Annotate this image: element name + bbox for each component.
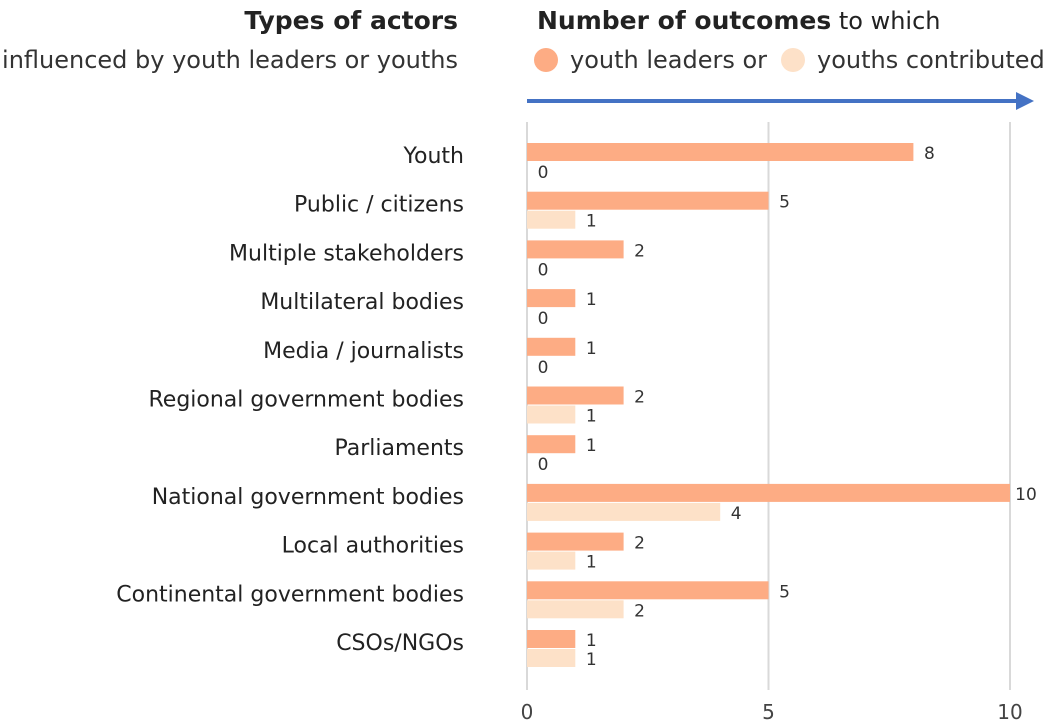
data-label-csos-ngos-series-1: 1 [586,631,597,651]
category-label-parliaments: Parliaments [334,436,464,461]
bar-csos-ngos-series-2 [527,649,576,667]
bar-public-citizens-series-2 [527,210,576,229]
bar-continental-government-bodies-series-1 [527,581,769,600]
data-label-multiple-stakeholders-series-2: 0 [538,260,549,280]
category-label-multilateral-bodies: Multilateral bodies [260,290,464,315]
data-label-multilateral-bodies-series-1: 1 [586,290,597,310]
data-label-regional-government-bodies-series-2: 1 [586,407,597,427]
bar-national-government-bodies-series-2 [527,502,721,521]
legend-label-youth-leaders: youth leaders or [570,46,768,74]
category-label-media-journalists: Media / journalists [263,339,464,364]
data-label-parliaments-series-2: 0 [538,455,549,475]
left-header-title: Types of actors [244,6,458,35]
right-header-title-bold: Number of outcomes [537,6,832,35]
data-label-national-government-bodies-series-1: 10 [1015,485,1037,505]
bar-continental-government-bodies-series-2 [527,600,624,619]
bar-media-journalists-series-1 [527,337,576,356]
category-label-public-citizens: Public / citizens [294,193,464,218]
bar-csos-ngos-series-1 [527,630,576,648]
direction-arrow-head [1016,92,1034,110]
data-label-youth-series-1: 8 [924,144,935,164]
data-label-public-citizens-series-1: 5 [779,193,790,213]
legend-swatch-youths [781,48,806,72]
category-label-regional-government-bodies: Regional government bodies [148,388,464,413]
legend: youth leaders or youths contributed [534,45,1045,75]
data-label-continental-government-bodies-series-1: 5 [779,582,790,602]
data-label-multiple-stakeholders-series-1: 2 [634,241,645,261]
bar-regional-government-bodies-series-1 [527,386,624,405]
x-tick-label-0: 0 [521,700,534,722]
category-label-continental-government-bodies: Continental government bodies [116,582,464,607]
legend-label-youths: youths contributed [817,46,1045,74]
bar-national-government-bodies-series-1 [527,483,1010,502]
category-label-youth: Youth [403,144,465,169]
data-label-csos-ngos-series-2: 1 [586,650,597,670]
bar-local-authorities-series-2 [527,551,576,570]
category-label-national-government-bodies: National government bodies [152,485,464,510]
data-label-local-authorities-series-1: 2 [634,534,645,554]
data-label-public-citizens-series-2: 1 [586,212,597,232]
data-label-regional-government-bodies-series-1: 2 [634,388,645,408]
bar-youth-series-1 [527,143,914,161]
category-label-csos-ngos: CSOs/NGOs [336,631,464,656]
data-label-national-government-bodies-series-2: 4 [731,504,742,524]
data-label-media-journalists-series-1: 1 [586,339,597,359]
left-header-subtitle: influenced by youth leaders or youths [2,46,458,74]
x-tick-label-5: 5 [762,700,775,722]
legend-swatch-youth-leaders [534,48,558,72]
data-label-multilateral-bodies-series-2: 0 [538,309,549,329]
category-label-local-authorities: Local authorities [282,534,464,559]
bar-local-authorities-series-1 [527,532,624,551]
category-label-multiple-stakeholders: Multiple stakeholders [229,241,464,266]
bar-public-citizens-series-1 [527,191,769,210]
x-tick-label-10: 10 [997,700,1022,722]
data-label-local-authorities-series-2: 1 [586,553,597,573]
data-label-youth-series-2: 0 [538,163,549,183]
data-label-parliaments-series-1: 1 [586,436,597,456]
right-header-title-rest: to which [831,7,941,35]
bar-multilateral-bodies-series-1 [527,289,576,308]
bar-multiple-stakeholders-series-1 [527,240,624,259]
data-label-continental-government-bodies-series-2: 2 [634,601,645,621]
bar-regional-government-bodies-series-2 [527,405,576,424]
bar-parliaments-series-1 [527,435,576,454]
right-header-title: Number of outcomes to which [537,6,940,36]
data-label-media-journalists-series-2: 0 [538,358,549,378]
